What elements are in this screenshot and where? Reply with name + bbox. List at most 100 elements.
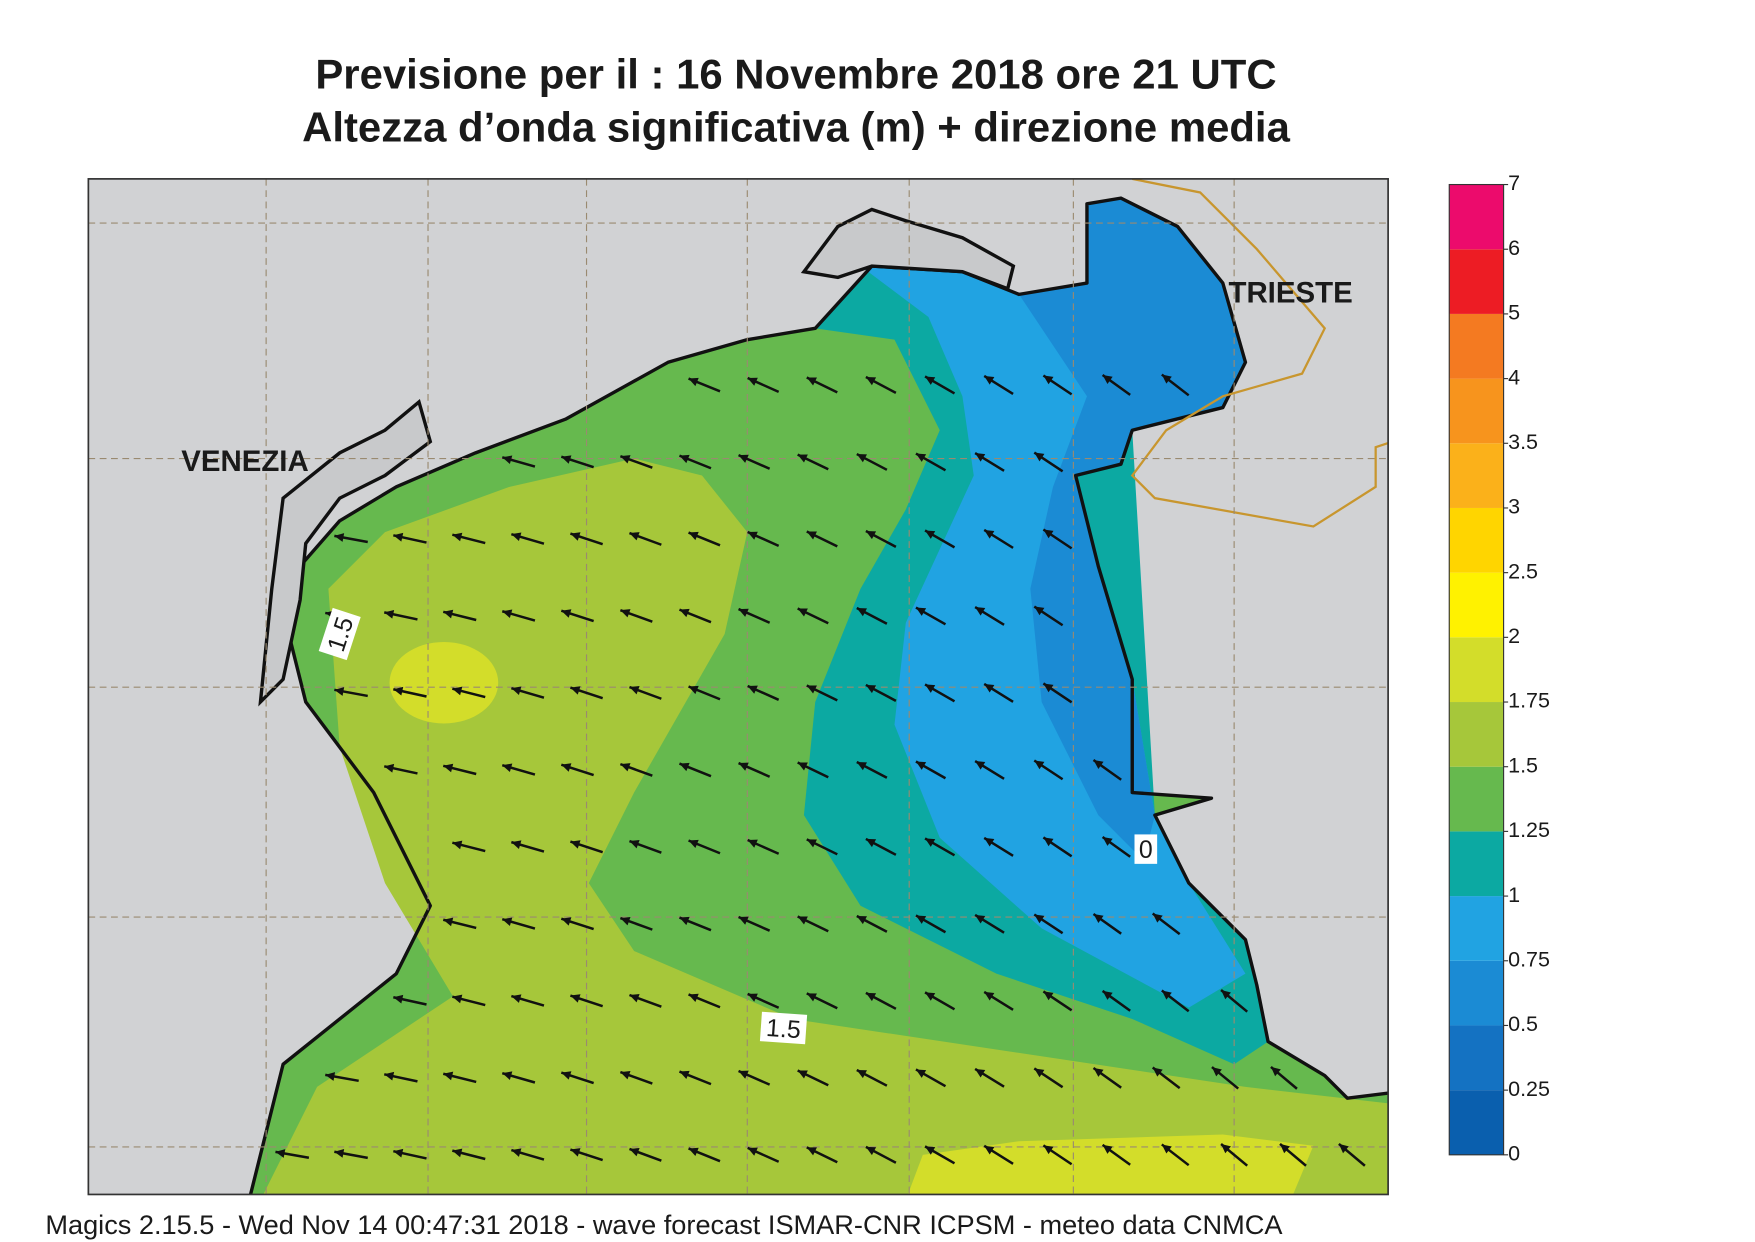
arrow-head — [511, 840, 522, 849]
arrow-head — [915, 607, 927, 616]
arrow-head — [925, 992, 936, 1001]
arrow-head — [797, 762, 808, 771]
colorbar-swatch — [1449, 313, 1504, 379]
arrow-head — [452, 532, 463, 542]
map-frame — [87, 178, 1389, 1196]
colorbar-swatch — [1449, 960, 1504, 1026]
arrow-head — [1093, 1067, 1104, 1077]
arrow-head — [984, 375, 995, 385]
arrow-head — [797, 1070, 808, 1079]
arrow-head — [856, 915, 867, 925]
arrow-head — [452, 1148, 463, 1158]
colorbar-label: 0.25 — [1508, 1077, 1550, 1101]
arrow-head — [561, 455, 572, 464]
arrow-head — [620, 917, 631, 926]
arrow-head — [1152, 1067, 1163, 1077]
arrow-head — [747, 993, 758, 1002]
arrow-head — [925, 684, 936, 693]
arrow-head — [1338, 1143, 1349, 1154]
arrow-head — [738, 454, 749, 463]
arrow-head — [797, 916, 808, 925]
arrow-head — [738, 916, 749, 925]
arrow-head — [975, 453, 986, 462]
arrow-head — [865, 838, 877, 848]
arrow-head — [797, 454, 808, 463]
arrow-head — [747, 531, 758, 540]
coastline — [248, 196, 1389, 1195]
arrow-head — [975, 914, 986, 924]
arrow-head — [984, 529, 995, 539]
venice-lagoon — [258, 398, 433, 707]
colorbar-swatch — [1449, 1025, 1504, 1091]
arrow-head — [334, 533, 345, 542]
arrow-head — [975, 607, 986, 616]
label-box — [759, 1011, 808, 1045]
arrow-head — [502, 1071, 513, 1080]
arrow-head — [452, 686, 463, 696]
arrow-head — [452, 994, 463, 1004]
arrow-head — [1152, 913, 1163, 923]
title-line: Previsione per il : 16 Novembre 2018 ore… — [315, 50, 1276, 97]
colorbar-swatch — [1449, 766, 1504, 832]
arrow-head — [856, 454, 867, 463]
arrow-head — [679, 608, 690, 618]
arrow-head — [925, 376, 936, 385]
place-label: VENEZIA — [181, 445, 309, 478]
arrow-head — [797, 608, 808, 617]
arrow-head — [688, 685, 699, 695]
colorbar-label: 3.5 — [1508, 430, 1538, 454]
arrow-head — [747, 685, 758, 694]
arrow-head — [747, 1147, 758, 1156]
arrow-head — [443, 917, 454, 927]
arrow-head — [865, 1146, 877, 1156]
arrow-head — [806, 685, 817, 694]
arrow-head — [1102, 1144, 1113, 1154]
arrow-head — [856, 608, 867, 617]
arrow-head — [502, 609, 513, 619]
arrow-head — [1270, 1066, 1281, 1077]
arrow-head — [334, 1149, 345, 1158]
arrow-head — [688, 377, 699, 387]
arrow-head — [806, 993, 817, 1002]
arrow-head — [629, 532, 640, 541]
arrow-head — [384, 1071, 395, 1081]
colorbar-swatch — [1449, 572, 1504, 638]
arrow-head — [443, 763, 454, 773]
arrow-head — [679, 454, 690, 464]
arrow-head — [679, 762, 690, 772]
arrow-head — [975, 1068, 986, 1078]
arrow-head — [393, 994, 404, 1004]
arrow-head — [502, 763, 513, 773]
arrow-head — [1102, 836, 1113, 846]
wave-zone — [263, 458, 1389, 1195]
arrow-head — [806, 531, 817, 540]
wave-zone — [1019, 198, 1246, 861]
arrow-head — [806, 839, 817, 848]
arrow-head — [570, 840, 581, 849]
arrow-head — [688, 531, 699, 541]
arrow-head — [975, 761, 986, 770]
colorbar-swatch — [1449, 702, 1504, 767]
colorbar-label: 1.75 — [1508, 689, 1550, 713]
arrow-head — [384, 609, 395, 619]
contour-value: 0 — [1139, 836, 1153, 864]
arrow-head — [688, 993, 699, 1003]
arrow-head — [443, 609, 454, 619]
place-label: TRIESTE — [1228, 276, 1352, 309]
colorbar-label: 7 — [1508, 171, 1520, 195]
colorbar-label: 6 — [1508, 236, 1520, 260]
arrow-head — [984, 683, 995, 693]
arrow-head — [629, 840, 640, 849]
border — [1130, 178, 1389, 528]
arrow-head — [384, 763, 395, 773]
wave-zone — [389, 641, 499, 724]
colorbar-label: 1 — [1508, 883, 1520, 907]
arrow-head — [1043, 1145, 1054, 1155]
arrow-head — [620, 455, 631, 464]
arrow-head — [915, 1069, 927, 1078]
arrow-head — [925, 1146, 936, 1155]
arrow-head — [1093, 914, 1104, 923]
arrow-head — [738, 762, 749, 771]
wave-zone — [907, 1134, 1314, 1195]
